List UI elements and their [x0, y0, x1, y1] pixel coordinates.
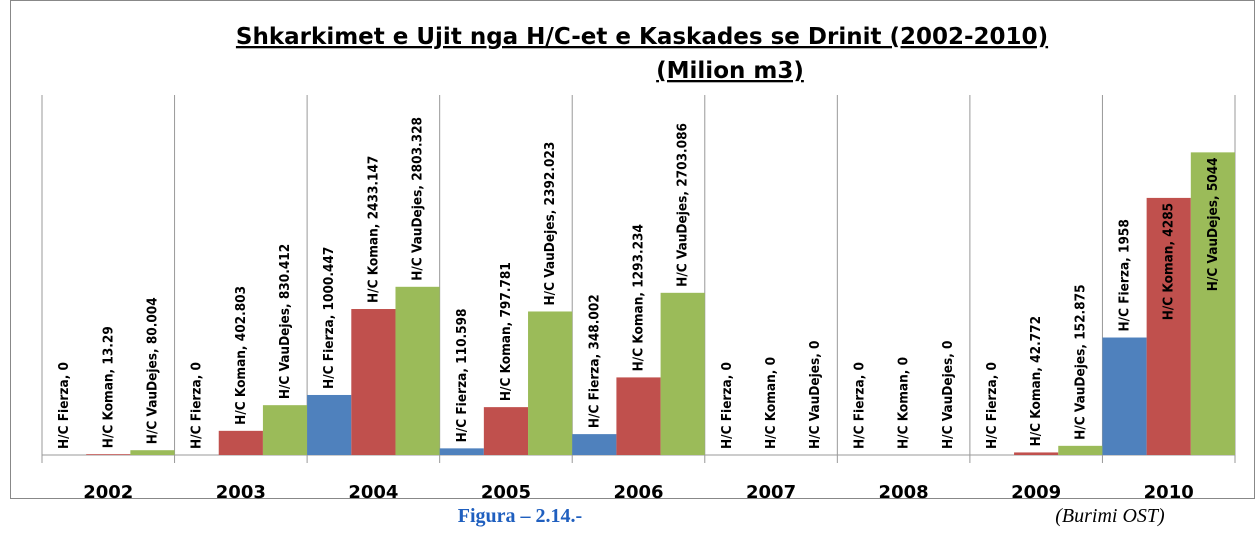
x-tick-label: 2007 — [746, 482, 796, 503]
x-tick-label: 2003 — [216, 482, 266, 503]
figure-caption: Figura – 2.14.- — [458, 505, 582, 527]
bar — [528, 311, 573, 455]
bar — [351, 309, 396, 455]
data-label: H/C Fierza, 1000.447 — [321, 247, 337, 389]
bar — [1102, 337, 1147, 455]
bar — [218, 430, 263, 455]
data-label: H/C Koman, 402.803 — [233, 286, 249, 425]
x-tick-label: 2004 — [348, 482, 398, 503]
data-label: H/C VauDejes, 0 — [940, 341, 956, 450]
data-label: H/C Koman, 0 — [896, 357, 912, 449]
bar — [395, 286, 440, 455]
data-label: H/C Koman, 4285 — [1161, 203, 1177, 320]
bar — [307, 394, 352, 455]
data-label: H/C Fierza, 348.002 — [586, 294, 602, 428]
bar — [1190, 152, 1235, 456]
data-label: H/C Fierza, 0 — [189, 362, 205, 449]
bar — [616, 377, 661, 455]
data-label: H/C Fierza, 110.598 — [454, 309, 470, 443]
data-label: H/C VauDejes, 0 — [807, 341, 823, 450]
chart-subtitle: (Milion m3) — [656, 58, 804, 84]
bar — [1014, 452, 1059, 455]
data-label: H/C Fierza, 0 — [851, 362, 867, 449]
data-label: H/C VauDejes, 152.875 — [1072, 284, 1088, 439]
bar — [483, 407, 529, 455]
bar — [130, 450, 175, 455]
data-label: H/C Koman, 13.29 — [100, 326, 116, 448]
data-label: H/C Koman, 2433.147 — [365, 156, 381, 303]
data-label: H/C Koman, 1293.234 — [631, 224, 647, 371]
bar — [439, 448, 484, 455]
bar — [1058, 445, 1103, 455]
data-label: H/C VauDejes, 2703.086 — [675, 123, 691, 287]
bar — [86, 454, 131, 455]
data-label: H/C VauDejes, 80.004 — [144, 297, 160, 444]
bar — [1146, 197, 1191, 455]
x-tick-label: 2005 — [481, 482, 531, 503]
x-tick-label: 2002 — [83, 482, 133, 503]
data-label: H/C VauDejes, 2392.023 — [542, 142, 558, 306]
data-label: H/C VauDejes, 830.412 — [277, 244, 293, 399]
data-label: H/C Koman, 42.772 — [1028, 316, 1044, 446]
data-label: H/C VauDejes, 2803.328 — [410, 117, 426, 281]
bar — [262, 405, 308, 455]
data-label: H/C Koman, 0 — [763, 357, 779, 449]
chart-title: Shkarkimet e Ujit nga H/C-et e Kaskades … — [236, 24, 1048, 50]
data-label: H/C Fierza, 0 — [719, 362, 735, 449]
bar — [572, 434, 617, 455]
data-label: H/C Fierza, 1958 — [1117, 219, 1133, 331]
data-label: H/C Fierza, 0 — [984, 362, 1000, 449]
x-tick-label: 2009 — [1011, 482, 1061, 503]
x-tick-label: 2010 — [1144, 482, 1194, 503]
data-label: H/C VauDejes, 5044 — [1205, 157, 1221, 291]
bar — [660, 292, 705, 455]
x-tick-label: 2008 — [879, 482, 929, 503]
data-label: H/C Koman, 797.781 — [498, 262, 514, 401]
source-caption: (Burimi OST) — [1055, 505, 1165, 527]
x-tick-label: 2006 — [613, 482, 663, 503]
data-label: H/C Fierza, 0 — [56, 362, 72, 449]
